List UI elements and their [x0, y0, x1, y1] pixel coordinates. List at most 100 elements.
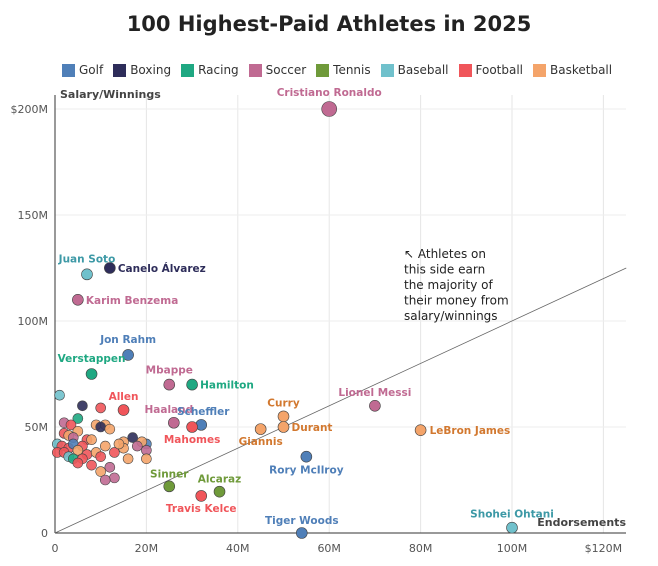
- legend-item-baseball: Baseball: [380, 63, 449, 77]
- data-point: [54, 389, 65, 401]
- data-point: [72, 413, 84, 424]
- point-label: Hamilton: [200, 380, 254, 392]
- point-label: Sinner: [150, 468, 189, 480]
- annotation-text: their money from: [404, 294, 509, 308]
- point-label: Lionel Messi: [338, 387, 411, 399]
- data-point: [95, 466, 106, 477]
- legend-item-boxing: Boxing: [113, 63, 171, 77]
- point-label: Shohei Ohtani: [470, 509, 554, 521]
- data-point-karim-benzema: [72, 293, 84, 306]
- data-point: [95, 451, 106, 462]
- point-label: Tiger Woods: [265, 515, 339, 527]
- legend-swatch: [380, 63, 394, 77]
- x-tick-label: $120M: [585, 542, 623, 555]
- data-point: [72, 457, 84, 469]
- point-label: Cristiano Ronaldo: [277, 87, 382, 99]
- data-point: [95, 421, 106, 433]
- data-point-curry: [277, 410, 290, 423]
- legend-label: Golf: [79, 63, 104, 77]
- point-label: Allen: [109, 391, 139, 403]
- y-tick-label: 50M: [25, 421, 49, 434]
- data-point-cristiano-ronaldo: [321, 101, 338, 117]
- data-point: [77, 400, 88, 412]
- legend-item-basketball: Basketball: [533, 63, 612, 77]
- data-point: [72, 445, 84, 456]
- data-point: [113, 438, 125, 450]
- legend-item-soccer: Soccer: [248, 63, 307, 77]
- data-point-haaland: [168, 416, 180, 429]
- legend-label: Boxing: [130, 63, 172, 77]
- data-point-tiger-woods: [295, 527, 308, 539]
- point-label: Curry: [267, 397, 300, 409]
- legend-item-football: Football: [458, 63, 523, 77]
- data-point-hamilton: [186, 378, 198, 391]
- diagonal-line: [54, 267, 627, 534]
- data-point-shohei-ohtani: [506, 521, 518, 534]
- legend-swatch: [62, 63, 75, 77]
- legend-label: Tennis: [333, 63, 371, 77]
- annotation-text: this side earn: [404, 263, 485, 277]
- data-point-mbappe: [163, 378, 176, 391]
- data-point-mahomes: [186, 421, 198, 433]
- data-point: [109, 472, 120, 484]
- data-point-durant: [277, 421, 290, 433]
- point-label: Mbappe: [146, 365, 193, 377]
- data-point-rory-mcilroy: [300, 450, 313, 463]
- point-label: Haaland: [144, 404, 193, 416]
- data-point-travis-kelce: [195, 490, 208, 502]
- data-point-jon-rahm: [122, 349, 134, 361]
- legend-item-golf: Golf: [62, 63, 103, 77]
- legend-swatch: [113, 63, 127, 77]
- legend: Golf Boxing Racing Soccer Tennis Baseball Foot…: [62, 63, 612, 77]
- point-label: Rory McIlroy: [269, 465, 344, 477]
- point-label: Verstappen: [58, 353, 126, 365]
- point-label: Alcaraz: [198, 474, 241, 486]
- point-label: Mahomes: [164, 434, 221, 446]
- annotation-text: ↖ Athletes on: [404, 247, 486, 261]
- point-label: Juan Soto: [58, 253, 116, 265]
- y-tick-label: 150M: [18, 209, 49, 222]
- data-point: [95, 402, 106, 414]
- data-point-alcaraz: [213, 485, 226, 498]
- legend-swatch: [316, 63, 330, 77]
- legend-label: Soccer: [265, 63, 307, 77]
- point-label: Giannis: [239, 436, 283, 448]
- data-point-allen: [117, 404, 130, 416]
- point-label: LeBron James: [430, 425, 511, 437]
- point-label: Durant: [292, 422, 333, 434]
- data-point: [131, 440, 143, 452]
- y-tick-label: 100M: [18, 315, 49, 328]
- data-point-canelo-lvarez: [104, 262, 116, 274]
- data-point: [104, 423, 116, 435]
- y-axis-label: Salary/Winnings: [60, 88, 161, 101]
- legend-item-tennis: Tennis: [316, 63, 371, 77]
- x-tick-label: 40M: [226, 542, 250, 555]
- x-tick-label: 80M: [409, 542, 433, 555]
- annotation-text: the majority of: [404, 278, 493, 292]
- legend-swatch: [458, 63, 472, 77]
- point-label: Canelo Álvarez: [118, 262, 206, 275]
- point-label: Jon Rahm: [99, 334, 156, 346]
- y-tick-label: 0: [41, 527, 48, 540]
- legend-label: Basketball: [550, 63, 613, 77]
- data-point: [109, 447, 120, 458]
- x-tick-label: 60M: [317, 542, 341, 555]
- data-point: [65, 419, 77, 431]
- y-tick-label: $200M: [11, 103, 49, 116]
- x-tick-label: 0: [52, 542, 59, 555]
- x-tick-label: 100M: [497, 542, 528, 555]
- data-point-lebron-james: [414, 424, 427, 436]
- data-point-sinner: [163, 480, 176, 493]
- data-point: [141, 453, 152, 465]
- data-point: [127, 432, 138, 443]
- data-point-lionel-messi: [369, 399, 381, 412]
- data-point-verstappen: [85, 368, 98, 380]
- point-label: Scheffler: [177, 406, 230, 418]
- point-label: Karim Benzema: [86, 295, 178, 307]
- data-point: [122, 453, 134, 465]
- data-point: [86, 434, 97, 446]
- legend-label: Baseball: [397, 63, 449, 77]
- legend-label: Racing: [198, 63, 239, 77]
